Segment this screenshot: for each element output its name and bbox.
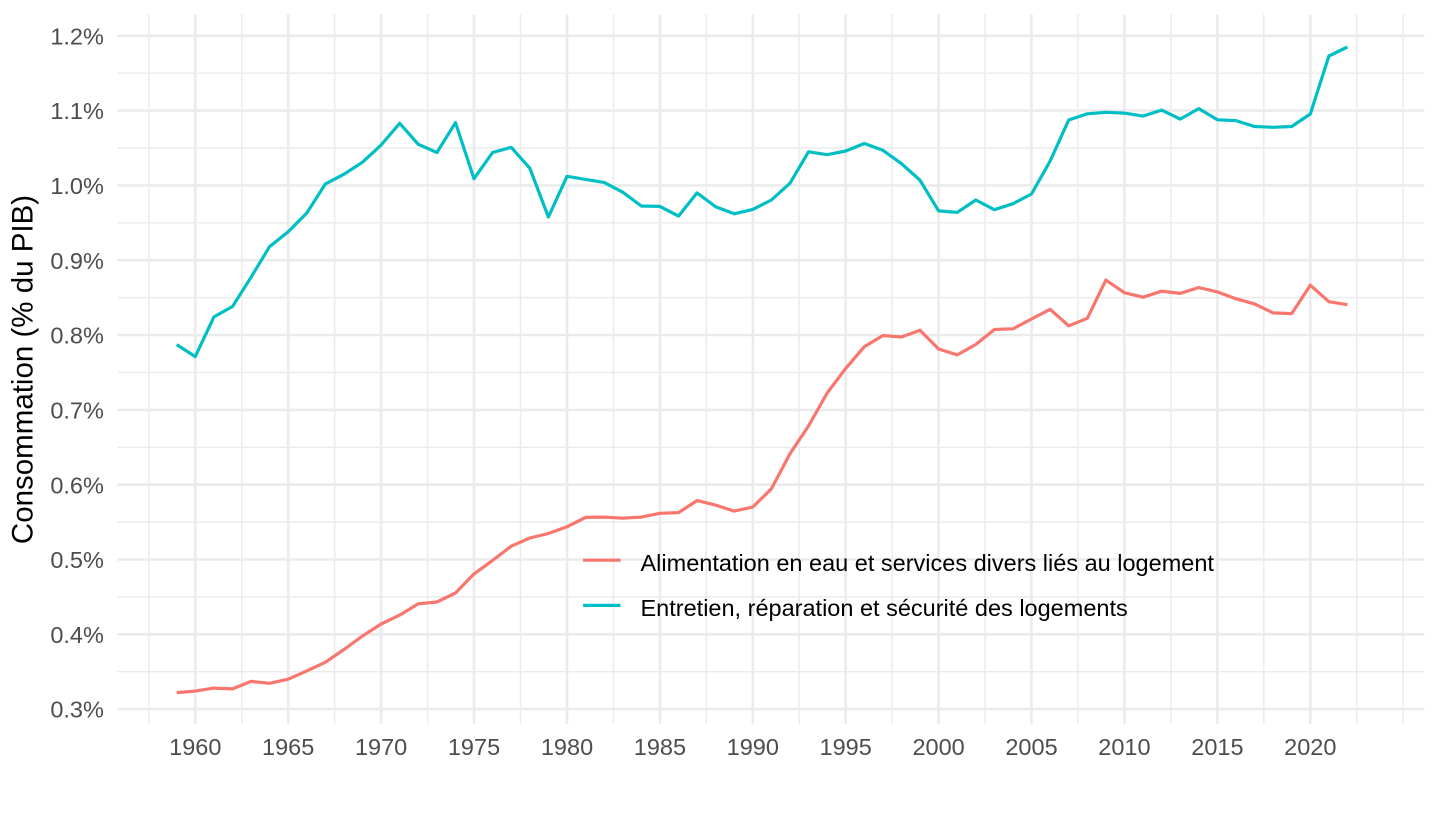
svg-text:2010: 2010 [1098,734,1150,760]
svg-text:1990: 1990 [727,734,779,760]
svg-text:1980: 1980 [541,734,593,760]
svg-text:2005: 2005 [1005,734,1057,760]
svg-text:0.6%: 0.6% [50,472,104,498]
svg-text:1975: 1975 [448,734,500,760]
svg-text:1.1%: 1.1% [50,98,104,124]
svg-text:2020: 2020 [1284,734,1336,760]
svg-text:Consommation (% du PIB): Consommation (% du PIB) [6,195,39,544]
svg-text:2015: 2015 [1191,734,1243,760]
svg-text:0.9%: 0.9% [50,248,104,274]
svg-text:1960: 1960 [169,734,221,760]
svg-text:Alimentation en eau et service: Alimentation en eau et services divers l… [641,550,1215,576]
svg-text:2000: 2000 [912,734,964,760]
svg-text:1970: 1970 [355,734,407,760]
svg-text:1995: 1995 [820,734,872,760]
svg-text:Entretien, réparation et sécur: Entretien, réparation et sécurité des lo… [641,595,1128,621]
svg-text:0.4%: 0.4% [50,622,104,648]
svg-text:0.3%: 0.3% [50,697,104,723]
svg-text:0.8%: 0.8% [50,323,104,349]
svg-text:0.7%: 0.7% [50,398,104,424]
svg-text:1965: 1965 [262,734,314,760]
svg-text:0.5%: 0.5% [50,547,104,573]
svg-text:1.0%: 1.0% [50,173,104,199]
svg-text:1985: 1985 [634,734,686,760]
svg-text:1.2%: 1.2% [50,23,104,49]
